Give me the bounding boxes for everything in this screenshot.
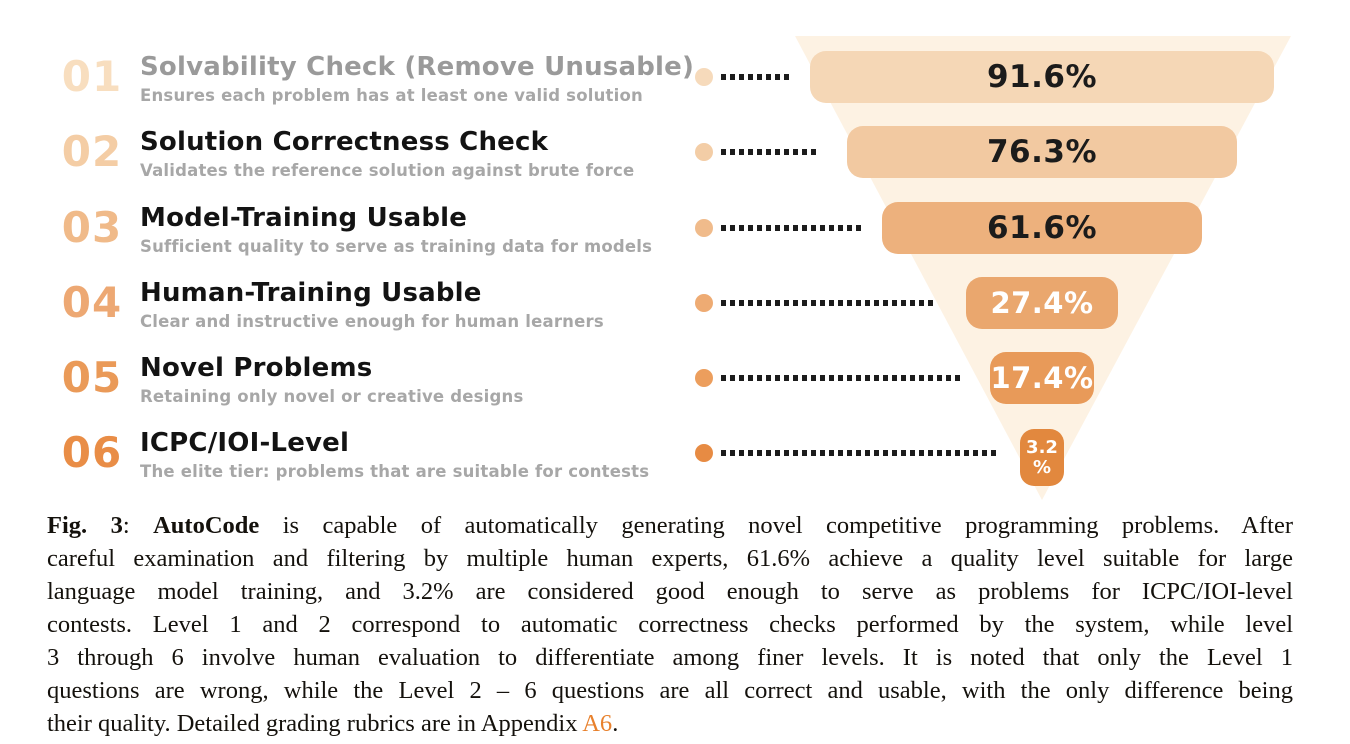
funnel-bar: 17.4% <box>990 352 1094 404</box>
caption-separator: : <box>122 512 154 539</box>
funnel-bar: 91.6% <box>810 51 1274 103</box>
step-subtitle: Validates the reference solution against… <box>140 161 635 180</box>
leader-circle-icon <box>695 219 713 237</box>
leader-circle-icon <box>695 444 713 462</box>
step-title: Solvability Check (Remove Unusable) <box>140 52 695 82</box>
step-labels: ICPC/IOI-Level The elite tier: problems … <box>140 428 692 482</box>
dotted-leader-line <box>721 149 816 155</box>
caption-line: careful examination and filtering by mul… <box>47 545 1293 572</box>
caption-line: questions are wrong, while the Level 2 –… <box>47 677 1293 704</box>
step-number: 04 <box>61 278 123 327</box>
funnel-bar: 61.6% <box>882 202 1202 254</box>
step-labels: Human-Training Usable Clear and instruct… <box>140 278 692 332</box>
caption-text: is capable of automatically generating n… <box>259 512 1293 539</box>
funnel-bar: 3.2 % <box>1020 429 1064 486</box>
step-labels: Solvability Check (Remove Unusable) Ensu… <box>140 52 695 106</box>
step-number: 05 <box>61 353 123 402</box>
leader-circle-icon <box>695 369 713 387</box>
figure-label: Fig. 3 <box>47 512 123 539</box>
figure-caption: Fig. 3: AutoCode is capable of automatic… <box>47 509 1293 740</box>
caption-text: their quality. Detailed grading rubrics … <box>47 710 583 737</box>
step-number: 06 <box>61 428 123 477</box>
dotted-leader-line <box>721 225 861 231</box>
step-number: 03 <box>61 203 123 252</box>
leader-circle-icon <box>695 68 713 86</box>
leader-circle-icon <box>695 294 713 312</box>
funnel-bar: 27.4% <box>966 277 1118 329</box>
dotted-leader-line <box>721 74 789 80</box>
step-subtitle: Clear and instructive enough for human l… <box>140 312 604 331</box>
step-number: 02 <box>61 127 123 176</box>
caption-line: contests. Level 1 and 2 correspond to au… <box>47 611 1293 638</box>
bar-value: 76.3% <box>986 134 1098 170</box>
dotted-leader-line <box>721 375 960 381</box>
caption-text: . <box>612 710 619 737</box>
bar-value: 27.4% <box>990 286 1094 320</box>
step-labels: Solution Correctness Check Validates the… <box>140 127 692 181</box>
leader-circle-icon <box>695 143 713 161</box>
step-number: 01 <box>61 52 123 101</box>
step-title: Human-Training Usable <box>140 278 482 308</box>
step-labels: Model-Training Usable Sufficient quality… <box>140 203 692 257</box>
step-labels: Novel Problems Retaining only novel or c… <box>140 353 692 407</box>
step-title: Model-Training Usable <box>140 203 468 233</box>
dotted-leader-line <box>721 450 996 456</box>
step-subtitle: Ensures each problem has at least one va… <box>140 86 643 105</box>
caption-line: their quality. Detailed grading rubrics … <box>47 707 1293 740</box>
bar-value: 17.4% <box>990 361 1094 395</box>
step-title: Solution Correctness Check <box>140 127 549 157</box>
funnel-bar: 76.3% <box>847 126 1237 178</box>
step-subtitle: Sufficient quality to serve as training … <box>140 237 653 256</box>
system-name: AutoCode <box>153 512 260 539</box>
step-subtitle: The elite tier: problems that are suitab… <box>140 462 650 481</box>
bar-value: 91.6% <box>986 59 1098 95</box>
step-title: ICPC/IOI-Level <box>140 428 350 458</box>
bar-value: 61.6% <box>986 210 1098 246</box>
step-subtitle: Retaining only novel or creative designs <box>140 387 524 406</box>
appendix-link[interactable]: A6 <box>582 710 613 737</box>
caption-line: language model training, and 3.2% are co… <box>47 578 1293 605</box>
dotted-leader-line <box>721 300 933 306</box>
caption-line: 3 through 6 involve human evaluation to … <box>47 644 1293 671</box>
caption-line: Fig. 3: AutoCode is capable of automatic… <box>47 509 1293 542</box>
bar-value-line1: 3.2 <box>1026 436 1058 458</box>
funnel-figure: 01 Solvability Check (Remove Unusable) E… <box>61 36 1291 500</box>
step-title: Novel Problems <box>140 353 373 383</box>
bar-value-line2: % <box>1032 456 1052 478</box>
